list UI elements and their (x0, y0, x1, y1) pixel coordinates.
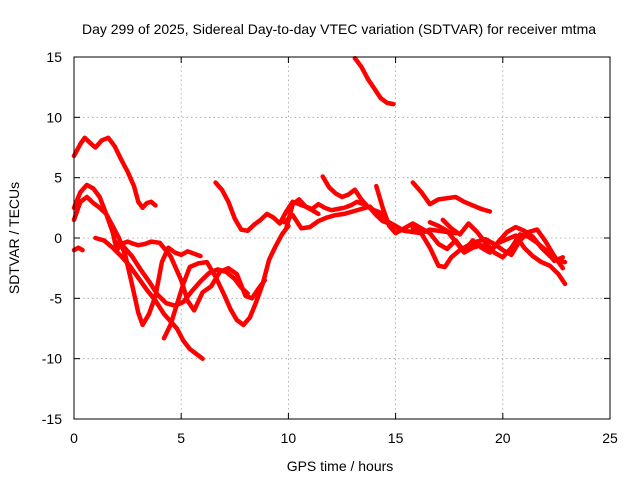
series-line-track-17 (440, 217, 566, 264)
series-line-track-10 (284, 197, 398, 231)
y-tick-label: 15 (46, 49, 62, 65)
series-line-track-7 (161, 223, 291, 341)
series-line-track-2 (71, 182, 203, 328)
series-line-track-6 (112, 239, 250, 308)
y-tick-label: -10 (42, 351, 62, 367)
x-tick-label: 25 (602, 430, 618, 446)
axis-ticks: 0 5 10 15 20 25 -15 -10 -5 0 5 10 15 (42, 49, 618, 446)
series-group (71, 55, 568, 361)
x-tick-label: 5 (177, 430, 185, 446)
x-tick-label: 10 (281, 430, 297, 446)
y-tick-label: 5 (54, 170, 62, 186)
series-line-track-1 (71, 135, 158, 211)
x-axis-title: GPS time / hours (287, 458, 394, 474)
x-tick-label: 0 (70, 430, 78, 446)
series-line-track-16 (427, 220, 568, 287)
y-tick-label: 10 (46, 109, 62, 125)
series-line-track-5 (93, 235, 205, 361)
y-tick-label: 0 (54, 230, 62, 246)
y-tick-label: -5 (50, 290, 63, 306)
x-tick-label: 15 (388, 430, 404, 446)
series-line-track-4 (71, 245, 85, 253)
y-axis-title: SDTVAR / TECUs (6, 182, 22, 294)
series-line-track-12 (352, 55, 396, 107)
series-line-track-3 (71, 194, 268, 313)
x-tick-label: 20 (495, 430, 511, 446)
series-line-track-15 (410, 180, 493, 214)
chart-title: Day 299 of 2025, Sidereal Day-to-day VTE… (82, 21, 596, 37)
y-tick-label: -15 (42, 411, 62, 427)
